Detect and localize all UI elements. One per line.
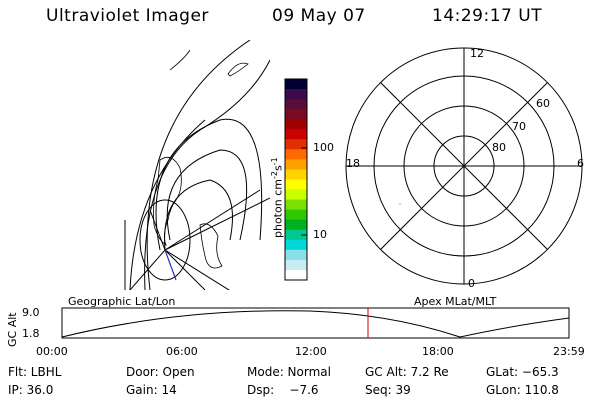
altitude-timeline: [61, 307, 570, 339]
colorbar-stripe: [285, 259, 307, 271]
timeline-frame: [61, 307, 570, 339]
mlt-label-6: 6: [577, 157, 584, 170]
info-gain: Gain: 14: [126, 383, 177, 397]
mlt-label-0: 0: [468, 277, 475, 290]
colorbar-stripe: [285, 109, 307, 120]
colorbar-stripe: [285, 139, 307, 150]
colorbar-stripe: [285, 209, 307, 221]
coastline: [169, 49, 191, 71]
lat-ring: [139, 199, 191, 281]
colorbar-stripe: [285, 149, 307, 160]
info-glon: GLon: 110.8: [486, 383, 559, 397]
map-title-apex: Apex MLat/MLT: [414, 295, 497, 308]
info-ip: IP: 36.0: [8, 383, 54, 397]
polar-diagonal: [380, 82, 548, 250]
instrument-title: Ultraviolet Imager: [46, 6, 209, 26]
colorbar: [284, 78, 308, 281]
info-seq: Seq: 39: [365, 383, 411, 397]
lat-arc: [155, 118, 263, 251]
colorbar-stripe: [285, 189, 307, 201]
time-tick-1200: 12:00: [295, 345, 327, 358]
colorbar-stripe: [285, 219, 307, 231]
altitude-curve: [61, 310, 570, 338]
info-gc-alt: GC Alt: 7.2 Re: [365, 365, 449, 379]
time-tick-0600: 06:00: [166, 345, 198, 358]
mlat-label-80: 80: [492, 141, 506, 154]
colorbar-stripe: [285, 239, 307, 251]
colorbar-unit-label: photon cm-2s-1: [270, 157, 285, 238]
mlt-label-18: 18: [346, 157, 360, 170]
time-label: 14:29:17 UT: [432, 6, 543, 26]
colorbar-stripe: [285, 179, 307, 191]
polar-plot: [345, 47, 583, 285]
colorbar-stripe: [285, 79, 307, 90]
colorbar-stripe: [285, 89, 307, 100]
colorbar-stripe: [285, 199, 307, 211]
colorbar-tick-10: 10: [313, 228, 327, 241]
time-tick-0000: 00:00: [36, 345, 68, 358]
alt-tick-1-8: 1.8: [22, 327, 40, 340]
time-tick-1800: 18:00: [422, 345, 454, 358]
coastline: [227, 62, 249, 77]
altitude-axis-label: GC Alt: [6, 312, 19, 347]
info-mode: Mode: Normal: [247, 365, 331, 379]
map-title-geographic: Geographic Lat/Lon: [68, 295, 176, 308]
colorbar-stripe: [285, 159, 307, 170]
mlt-label-12: 12: [470, 47, 484, 60]
info-glat: GLat: −65.3: [486, 365, 559, 379]
coastline: [153, 156, 182, 246]
info-flt: Flt: LBHL: [8, 365, 62, 379]
lon-line: [129, 249, 166, 290]
info-door: Door: Open: [126, 365, 195, 379]
colorbar-stripe: [285, 99, 307, 110]
lat-arc: [164, 179, 233, 251]
lat-arc: [166, 149, 248, 241]
colorbar-stripe: [285, 119, 307, 130]
lon-line: [164, 197, 270, 251]
geographic-map: [124, 40, 270, 290]
lon-line: [164, 249, 206, 290]
colorbar-tick-100: 100: [313, 141, 334, 154]
colorbar-stripe: [285, 229, 307, 241]
lon-line: [164, 189, 261, 251]
info-dsp: Dsp: −7.6: [247, 383, 319, 397]
lat-arc: [146, 40, 251, 290]
mlat-label-60: 60: [536, 97, 550, 110]
mlat-label-70: 70: [512, 120, 526, 133]
lon-line: [164, 249, 230, 290]
lat-arc: [144, 59, 270, 290]
time-tick-2359: 23:59: [553, 345, 585, 358]
alt-tick-9: 9.0: [22, 306, 40, 319]
coastline: [199, 223, 223, 269]
polar-dot: [399, 203, 401, 205]
colorbar-stripe: [285, 129, 307, 140]
lat-arc: [129, 119, 206, 290]
date-label: 09 May 07: [272, 6, 366, 26]
colorbar-stripe: [285, 269, 307, 281]
orbit-track: [164, 249, 177, 281]
colorbar-stripe: [285, 249, 307, 261]
lon-line: [149, 209, 166, 251]
colorbar-stripe: [285, 169, 307, 180]
